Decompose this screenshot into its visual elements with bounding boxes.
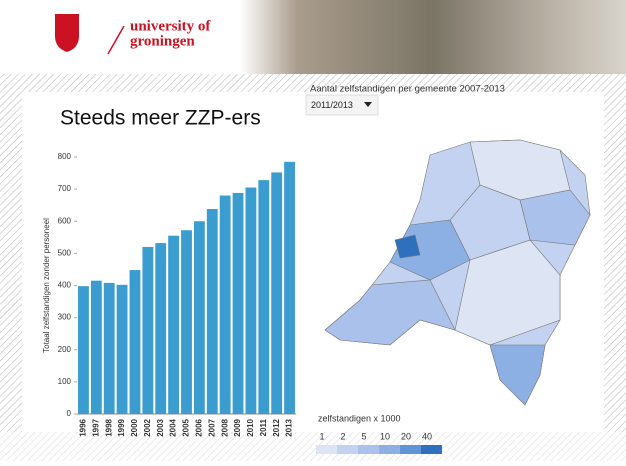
- bar: [155, 243, 167, 414]
- map-region: [324, 279, 456, 346]
- bar: [284, 161, 295, 414]
- bar: [181, 230, 192, 414]
- bar: [271, 172, 283, 414]
- map-region: [489, 344, 546, 406]
- legend-tick-label: 5: [361, 431, 366, 441]
- x-tick-label: 2011: [259, 418, 268, 436]
- x-tick-label: 2009: [233, 418, 242, 436]
- bar: [232, 192, 244, 414]
- hatch-band: [0, 74, 626, 92]
- brand-text: groningen: [130, 33, 195, 49]
- bar: [245, 187, 257, 414]
- y-tick-label: 200: [58, 345, 72, 354]
- x-tick-label: 1997: [91, 418, 100, 436]
- logo-slash: [107, 25, 125, 55]
- legend-swatch: [358, 445, 379, 454]
- y-tick-label: 100: [58, 377, 72, 386]
- map: [324, 139, 591, 406]
- y-tick-label: 800: [58, 152, 72, 161]
- x-tick-label: 2013: [285, 418, 294, 436]
- legend-tick-label: 40: [422, 431, 432, 441]
- legend-swatch: [400, 445, 421, 454]
- bar: [129, 270, 141, 414]
- y-tick-label: 500: [58, 248, 72, 257]
- legend-tick-label: 1: [319, 431, 324, 441]
- legend-swatch: [421, 445, 442, 454]
- x-tick-label: 2002: [143, 418, 152, 436]
- dropdown-arrow[interactable]: [364, 102, 372, 107]
- bar: [258, 180, 270, 414]
- hatch-bottom: [0, 432, 626, 461]
- bar: [116, 284, 128, 414]
- x-tick-label: 2003: [156, 418, 165, 436]
- x-tick-label: 1999: [117, 418, 126, 436]
- x-tick-label: 2010: [246, 418, 255, 436]
- brand-text: university of: [130, 18, 211, 34]
- x-tick-label: 2007: [207, 418, 216, 436]
- bar: [142, 246, 154, 414]
- legend-tick-label: 20: [401, 431, 411, 441]
- slide-title: Steeds meer ZZP-ers: [60, 107, 261, 130]
- dropdown[interactable]: [305, 94, 379, 116]
- map-title: Aantal zelfstandigen per gemeente 2007-2…: [310, 84, 505, 95]
- bar: [193, 221, 205, 414]
- y-tick-label: 400: [58, 281, 72, 290]
- map-region: [389, 219, 471, 281]
- dropdown-text[interactable]: 2011/2013: [311, 100, 353, 110]
- legend-swatch: [379, 445, 400, 454]
- x-tick-label: 1998: [104, 418, 113, 436]
- map-legend-title: zelfstandigen x 1000: [318, 413, 401, 423]
- bar: [219, 195, 231, 414]
- hatch-left: [0, 92, 22, 432]
- x-tick-label: 1996: [79, 418, 88, 436]
- x-tick-label: 2005: [182, 418, 191, 436]
- hatch-right: [604, 92, 626, 432]
- bar: [168, 235, 180, 414]
- legend-swatch: [337, 445, 358, 454]
- logo-crest: [55, 14, 79, 52]
- y-tick-label: 700: [58, 184, 72, 193]
- legend-swatch: [316, 445, 337, 454]
- y-axis-title: Totaal zelfstandigen zonder personeel: [42, 218, 51, 353]
- y-tick-label: 600: [58, 216, 72, 225]
- header-photo: [240, 0, 626, 74]
- y-tick-label: 300: [58, 313, 72, 322]
- map-region: [449, 184, 531, 261]
- bar: [90, 280, 102, 414]
- bar: [103, 282, 115, 414]
- x-tick-label: 2004: [169, 418, 178, 436]
- bar: [78, 286, 89, 414]
- bar: [206, 209, 218, 414]
- x-tick-label: 2012: [272, 418, 281, 436]
- x-tick-label: 2000: [130, 418, 139, 436]
- x-tick-label: 2008: [220, 418, 229, 436]
- y-tick-label: 0: [67, 409, 72, 418]
- legend-tick-label: 2: [340, 431, 345, 441]
- map-region: [394, 234, 421, 259]
- x-tick-label: 2006: [194, 418, 203, 436]
- legend-tick-label: 10: [380, 431, 390, 441]
